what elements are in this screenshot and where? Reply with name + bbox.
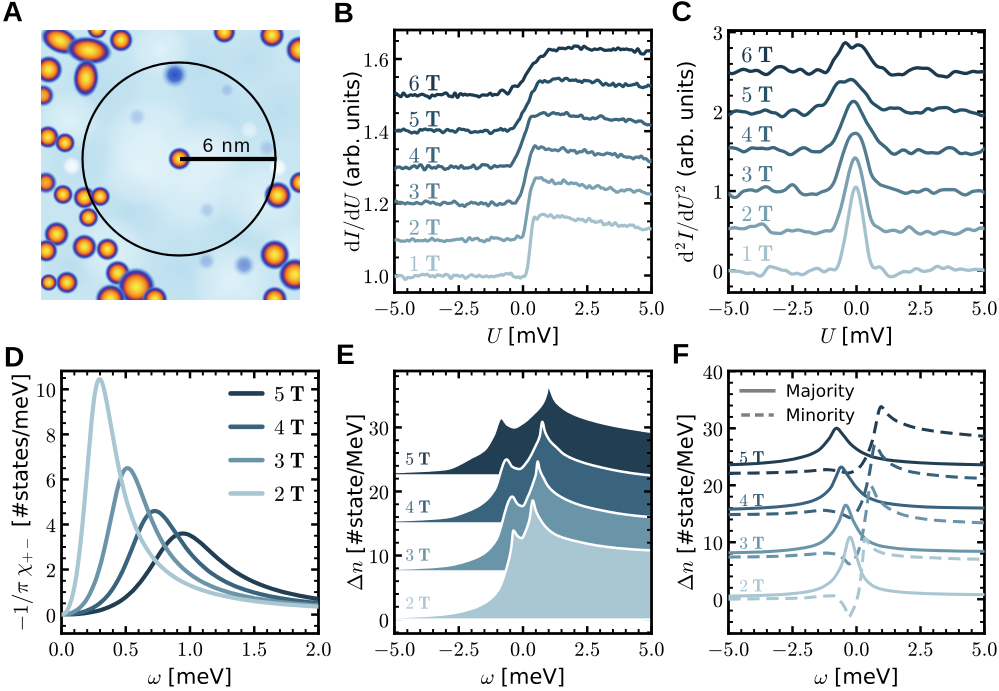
svg-text:6 nm: 6 nm <box>203 135 252 157</box>
